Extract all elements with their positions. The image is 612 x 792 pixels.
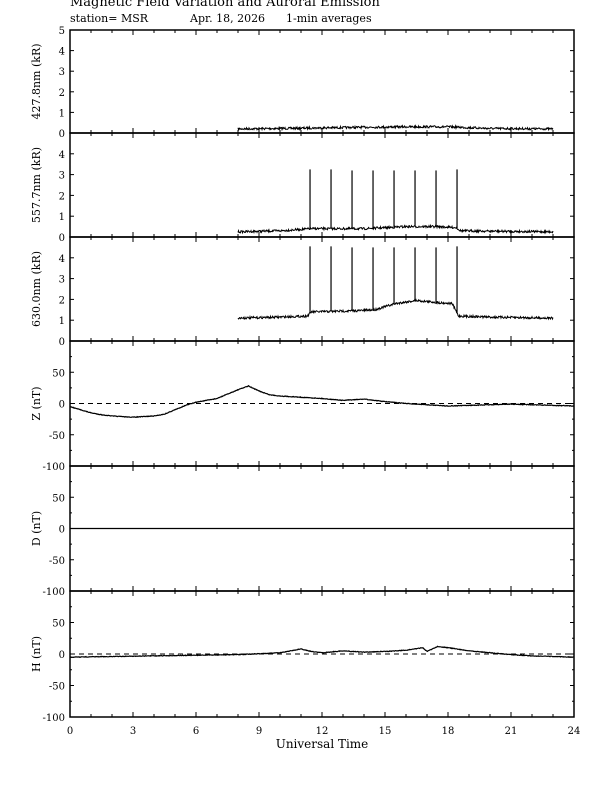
y-tick-label: -100 [43,713,65,724]
y-tick-label: 2 [59,295,65,306]
y-tick-label: 1 [59,316,65,327]
y-tick-label: 0 [59,233,65,244]
y-tick-label: 3 [59,171,65,182]
series-line-1-0 [237,223,554,235]
date-label: Apr. 18, 2026 [190,12,266,25]
series-line-5-0 [69,645,575,659]
y-tick-label: 50 [52,493,65,504]
x-tick-label: 9 [256,726,262,737]
y-tick-label: 0 [59,400,65,411]
y-axis-label: H (nT) [30,636,43,672]
y-tick-label: 2 [59,88,65,99]
y-tick-label: 0 [59,650,65,661]
y-tick-label: -100 [43,587,65,598]
panel-frame-0 [69,29,575,134]
y-tick-label: -100 [43,462,65,473]
chart-subtitle: station= MSR Apr. 18, 2026 1-min average… [70,12,372,25]
y-axis-label: Z (nT) [30,386,43,420]
x-tick-label: 0 [67,726,73,737]
y-tick-label: 4 [59,150,65,161]
y-tick-label: -50 [49,682,65,693]
series-line-0-0 [237,124,554,132]
y-tick-label: -50 [49,556,65,567]
x-tick-label: 12 [316,726,329,737]
y-tick-label: 50 [52,619,65,630]
x-tick-label: 21 [505,726,518,737]
y-tick-label: 0 [59,525,65,536]
panel-frame-2 [69,236,575,342]
y-axis-label: 427.8nm (kR) [30,43,43,119]
y-tick-label: -50 [49,431,65,442]
y-axis-label: 557.7nm (kR) [30,147,43,223]
x-tick-label: 18 [442,726,455,737]
x-axis-label: Universal Time [276,737,369,751]
y-tick-label: 4 [59,47,65,58]
averaging-label: 1-min averages [286,12,372,25]
x-tick-label: 3 [130,726,136,737]
x-tick-label: 24 [568,726,581,737]
y-axis-label: D (nT) [30,511,43,546]
y-tick-label: 2 [59,191,65,202]
panel-frame-1 [69,132,575,238]
y-tick-label: 0 [59,337,65,348]
y-tick-label: 0 [59,129,65,140]
y-tick-label: 5 [59,26,65,37]
series-line-3-0 [69,384,575,419]
y-tick-label: 4 [59,254,65,265]
series-line-2-0 [237,298,554,321]
x-tick-label: 15 [379,726,392,737]
y-tick-label: 3 [59,67,65,78]
y-tick-label: 1 [59,108,65,119]
x-tick-label: 6 [193,726,199,737]
station-label: station= MSR [70,12,149,25]
chart-title: Magnetic Field Variation and Auroral Emi… [70,0,380,10]
y-tick-label: 50 [52,368,65,379]
y-tick-label: 1 [59,212,65,223]
y-tick-label: 3 [59,275,65,286]
y-axis-label: 630.0nm (kR) [30,251,43,327]
